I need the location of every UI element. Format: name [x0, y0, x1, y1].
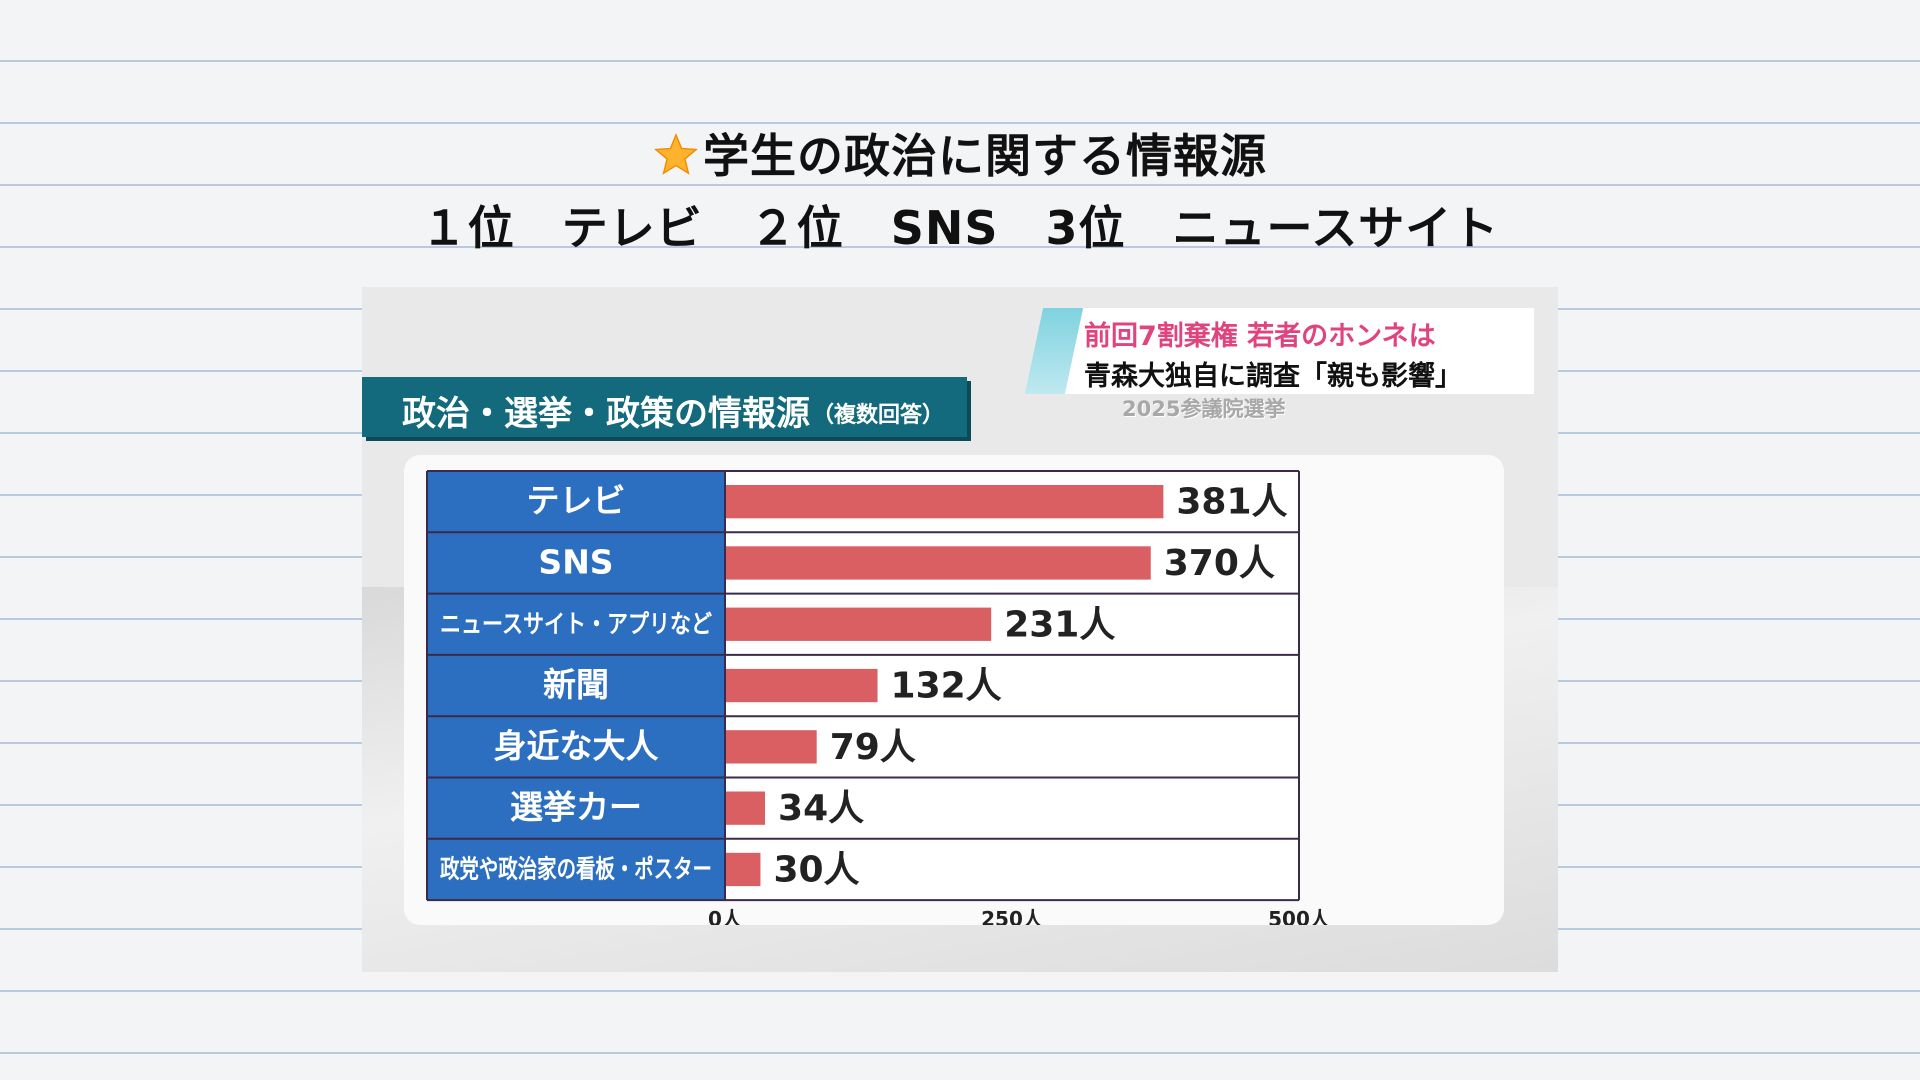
x-tick-label: 500人: [1268, 907, 1331, 925]
data-label: 34人: [778, 788, 864, 829]
category-label: 新聞: [543, 665, 609, 704]
news-screenshot: 前回7割棄権 若者のホンネは 青森大独自に調査「親も影響」 2025参議院選挙 …: [362, 287, 1558, 972]
program-label: 2025参議院選挙: [1122, 397, 1286, 421]
chip-stripe: [1024, 308, 1084, 394]
news-headline-chip: 前回7割棄権 若者のホンネは 青森大独自に調査「親も影響」: [1024, 308, 1534, 394]
category-label: 身近な大人: [494, 726, 659, 765]
category-label: SNS: [538, 542, 613, 581]
bar: [726, 607, 992, 641]
data-label: 381人: [1176, 482, 1287, 523]
data-label: 30人: [773, 849, 859, 890]
category-label-column: [427, 471, 725, 901]
bar: [726, 852, 761, 887]
chart-panel: テレビ 381人 SNS 370人ニュースサイト・アプリなど 231人新聞 132人身近な…: [404, 455, 1504, 925]
x-tick-label: 250人: [981, 907, 1044, 925]
category-label: 選挙カー: [510, 788, 642, 827]
page-title-text: 学生の政治に関する情報源: [703, 129, 1267, 183]
star-icon: [654, 132, 698, 175]
bar: [726, 668, 878, 703]
category-label: 政党や政治家の看板・ポスター: [440, 854, 712, 883]
bar: [726, 730, 817, 764]
news-headline-black: 青森大独自に調査「親も影響」: [1084, 361, 1462, 392]
page-subtitle: １位 テレビ ２位 SNS 3位 ニュースサイト: [420, 201, 1500, 255]
chart-title-banner: 政治・選挙・政策の情報源 （複数回答）: [362, 377, 967, 437]
x-tick-label: 0人: [708, 907, 743, 925]
data-label: 132人: [891, 666, 1002, 707]
data-label: 79人: [830, 727, 916, 768]
bar: [726, 485, 1164, 519]
data-label: 231人: [1004, 604, 1115, 645]
news-headline-pink: 前回7割棄権 若者のホンネは: [1084, 321, 1436, 352]
chart-title: 政治・選挙・政策の情報源: [402, 394, 810, 434]
data-label: 370人: [1164, 543, 1275, 584]
category-label: テレビ: [527, 481, 626, 520]
chart-title-note: （複数回答）: [812, 403, 945, 428]
bar: [726, 546, 1151, 580]
category-label: ニュースサイト・アプリなど: [440, 609, 712, 638]
bar: [726, 791, 766, 825]
page-title: 学生の政治に関する情報源: [0, 120, 1920, 186]
